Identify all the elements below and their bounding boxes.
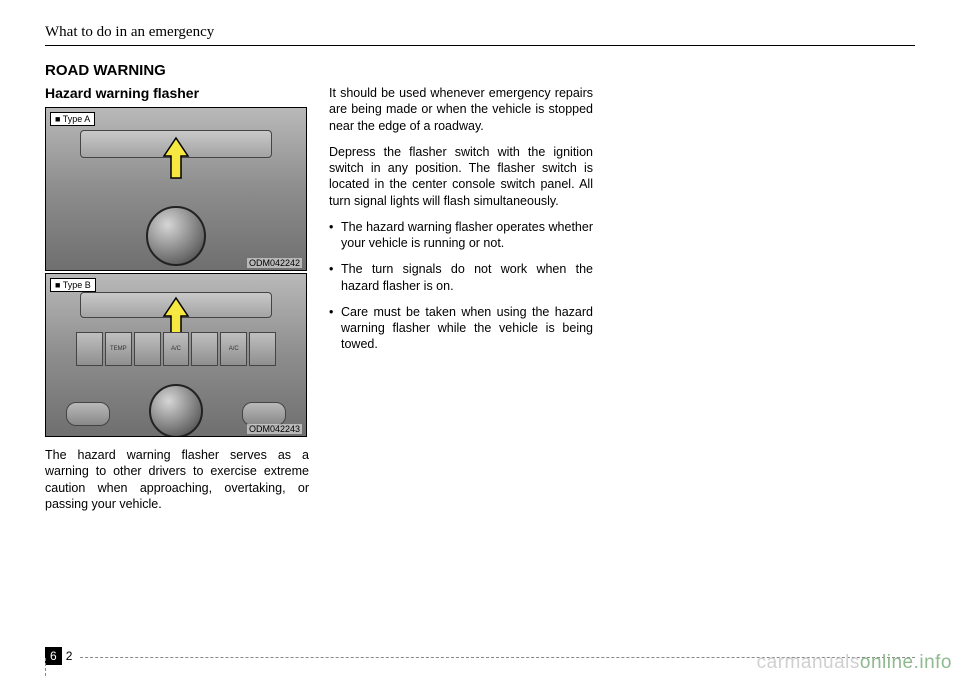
arrow-up-icon (161, 136, 191, 180)
col1-paragraph: The hazard warning flasher serves as a w… (45, 447, 309, 512)
footer-dashed-side (45, 658, 46, 676)
side-button-left (66, 402, 110, 426)
control-knob (146, 206, 206, 266)
bullet-item: Care must be taken when using the hazard… (329, 304, 593, 353)
watermark: carmanualsonline.info (757, 652, 952, 674)
watermark-part2: online.info (860, 652, 952, 673)
chapter-title: What to do in an emergency (45, 24, 222, 41)
control-knob (149, 384, 203, 437)
page-number-box: 6 2 (45, 647, 78, 665)
content-columns: Hazard warning flasher ■ Type A ODM04224… (45, 85, 915, 512)
col2-paragraph-1: It should be used whenever emergency rep… (329, 85, 593, 134)
header-rule (45, 45, 915, 46)
column-3 (613, 85, 877, 512)
figure-type-a: ■ Type A ODM042242 (45, 107, 307, 271)
bullet-item: The turn signals do not work when the ha… (329, 261, 593, 294)
page-header: What to do in an emergency (45, 24, 915, 41)
figure-a-type-label: ■ Type A (50, 112, 95, 126)
watermark-part1: carmanuals (757, 652, 860, 673)
button-row: TEMPA/CA/C (76, 332, 276, 366)
column-1: Hazard warning flasher ■ Type A ODM04224… (45, 85, 309, 512)
column-2: It should be used whenever emergency rep… (329, 85, 593, 512)
side-button-right (242, 402, 286, 426)
chapter-number: 6 (45, 647, 62, 665)
figure-b-type-label: ■ Type B (50, 278, 96, 292)
bullet-item: The hazard warning flasher operates whet… (329, 219, 593, 252)
subheading: Hazard warning flasher (45, 85, 309, 101)
section-title: ROAD WARNING (45, 62, 915, 79)
manual-page: What to do in an emergency ROAD WARNING … (0, 0, 960, 676)
col2-paragraph-2: Depress the flasher switch with the igni… (329, 144, 593, 209)
figure-a-code: ODM042242 (247, 258, 302, 268)
figure-type-b: ■ Type B TEMPA/CA/C ODM042243 (45, 273, 307, 437)
page-number: 2 (66, 649, 73, 663)
figure-b-code: ODM042243 (247, 424, 302, 434)
bullet-list: The hazard warning flasher operates whet… (329, 219, 593, 353)
